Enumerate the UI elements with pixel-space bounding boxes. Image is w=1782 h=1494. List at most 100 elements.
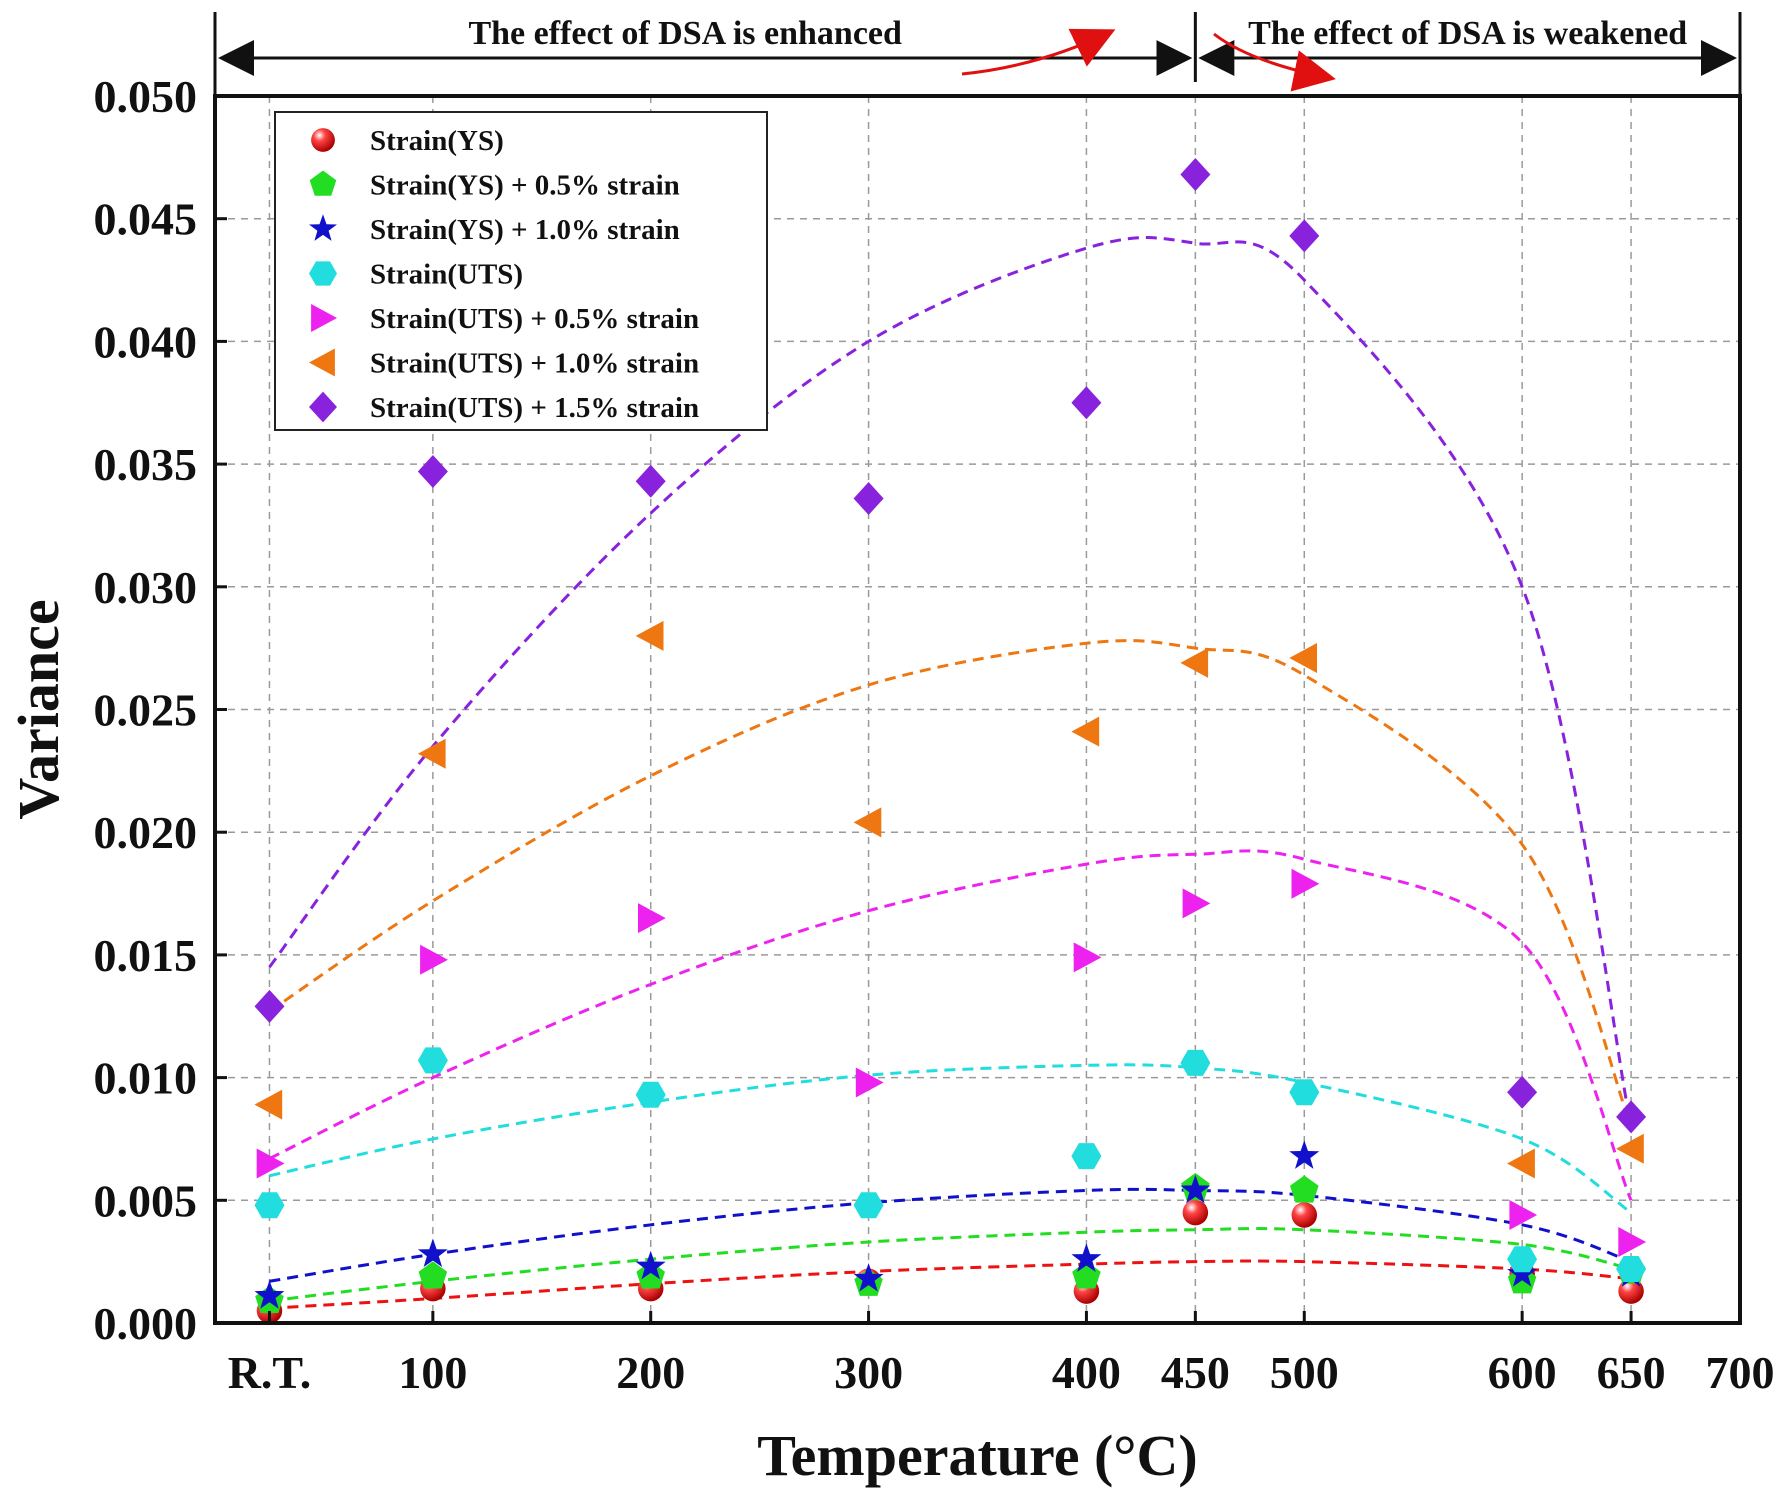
data-point-series-6	[1616, 1133, 1644, 1164]
data-point-series-7	[417, 455, 448, 488]
data-point-series-6	[1507, 1148, 1535, 1179]
data-point-series-5	[420, 944, 448, 975]
y-tick-label: 0.010	[94, 1053, 198, 1104]
data-point-series-7	[1507, 1075, 1538, 1109]
data-point-series-5	[256, 1148, 285, 1179]
data-point-series-3	[1071, 1243, 1102, 1272]
fit-curve-4	[269, 1063, 1632, 1214]
legend-label-1: Strain(YS)	[370, 125, 504, 157]
data-point-series-3	[1507, 1258, 1538, 1287]
legend-label-4: Strain(UTS)	[370, 259, 523, 291]
legend-marker-1	[311, 128, 335, 152]
fit-curve-1	[269, 1259, 1632, 1310]
legend-label-3: Strain(YS) + 1.0% strain	[370, 214, 680, 246]
legend-label-7: Strain(UTS) + 1.5% strain	[370, 392, 699, 424]
legend-marker-2	[309, 170, 337, 196]
fit-curve-2	[269, 1227, 1632, 1303]
grid-layer	[215, 96, 1740, 1323]
data-point-series-6	[635, 620, 664, 651]
data-point-series-2	[636, 1261, 665, 1289]
x-tick-label: 200	[616, 1347, 685, 1398]
data-point-series-4	[1071, 1143, 1102, 1170]
y-tick-label: 0.000	[94, 1298, 198, 1349]
data-point-series-7	[1616, 1100, 1647, 1134]
data-point-series-3	[254, 1280, 285, 1309]
fit-curve-6	[268, 639, 1633, 1128]
data-point-series-6	[853, 807, 882, 838]
data-point-series-7	[853, 482, 884, 515]
y-tick-label: 0.045	[94, 194, 198, 245]
data-point-series-7	[1289, 219, 1320, 253]
banner-enhanced-label: The effect of DSA is enhanced	[468, 15, 902, 52]
y-tick-label: 0.040	[94, 316, 198, 367]
x-tick-label: R.T.	[228, 1347, 312, 1398]
x-tick-label: 300	[834, 1347, 903, 1398]
data-point-series-1	[1291, 1202, 1318, 1228]
legend-marker-7	[309, 391, 337, 423]
data-point-series-6	[1180, 647, 1209, 678]
data-point-series-5	[855, 1067, 884, 1098]
x-tick-label: 450	[1161, 1347, 1230, 1398]
legend-label-2: Strain(YS) + 0.5% strain	[370, 170, 680, 202]
data-point-series-5	[1182, 888, 1211, 919]
data-point-series-5	[1509, 1200, 1538, 1230]
data-point-series-2	[1290, 1175, 1319, 1203]
data-point-series-1	[1182, 1199, 1209, 1226]
y-tick-label: 0.020	[94, 807, 198, 858]
fit-curve-3	[269, 1187, 1632, 1283]
data-point-series-3	[1180, 1174, 1211, 1204]
data-point-series-4	[1180, 1049, 1211, 1076]
data-point-series-1	[1618, 1278, 1644, 1304]
y-tick-label: 0.025	[94, 685, 198, 736]
data-point-series-6	[1289, 643, 1317, 673]
banner-weakened-label: The effect of DSA is weakened	[1248, 15, 1687, 52]
decrease-arrow-icon	[1213, 32, 1336, 92]
y-axis-title: Variance	[6, 599, 71, 819]
x-tick-label: 600	[1488, 1347, 1557, 1398]
legend-marker-5	[311, 304, 337, 332]
y-axis-ticks: 0.000 0.005 0.010 0.015 0.020 0.025 0.030 0.035…	[94, 71, 227, 1349]
data-point-series-3	[417, 1238, 448, 1267]
data-point-series-4	[853, 1192, 884, 1219]
data-point-series-4	[254, 1192, 285, 1219]
data-point-series-5	[638, 903, 666, 934]
data-point-series-4	[1616, 1256, 1647, 1282]
data-point-series-7	[635, 464, 666, 498]
x-tick-label: 650	[1597, 1347, 1666, 1398]
y-tick-label: 0.050	[94, 71, 198, 122]
legend-marker-6	[309, 348, 335, 377]
data-points	[254, 158, 1647, 1324]
data-point-series-4	[1507, 1246, 1538, 1273]
data-point-series-7	[1180, 158, 1211, 191]
legend-label-6: Strain(UTS) + 1.0% strain	[370, 348, 699, 380]
data-point-series-6	[1071, 716, 1100, 747]
legend-label-5: Strain(UTS) + 0.5% strain	[370, 303, 699, 335]
legend-marker-3	[309, 214, 337, 241]
y-tick-label: 0.030	[94, 562, 198, 613]
legend-marker-4	[309, 261, 337, 286]
legend: Strain(YS) Strain(YS) + 0.5% strain Strain…	[274, 111, 768, 431]
x-tick-label: 700	[1706, 1347, 1775, 1398]
data-point-series-5	[1618, 1227, 1647, 1257]
fit-curves	[268, 236, 1633, 1310]
legend-box	[274, 111, 768, 431]
increase-arrow-icon	[961, 28, 1116, 76]
x-axis-ticks: R.T. 100 200 300 400 450 500 600 650 700	[228, 1311, 1775, 1398]
data-point-series-4	[1289, 1079, 1320, 1106]
x-tick-label: 400	[1052, 1347, 1121, 1398]
data-point-series-3	[635, 1250, 666, 1280]
y-tick-label: 0.005	[94, 1175, 198, 1226]
dsa-banner: The effect of DSA is enhanced The effect…	[213, 12, 1742, 96]
data-point-series-7	[1071, 386, 1102, 420]
data-point-series-2	[418, 1261, 448, 1289]
fit-curve-5	[268, 849, 1633, 1201]
data-point-series-3	[853, 1263, 884, 1292]
x-tick-label: 500	[1270, 1347, 1339, 1398]
y-tick-label: 0.035	[94, 439, 198, 490]
data-point-series-7	[254, 989, 285, 1023]
data-point-series-6	[417, 738, 446, 769]
data-point-series-4	[635, 1081, 666, 1108]
x-tick-label: 100	[398, 1347, 467, 1398]
x-axis-title: Temperature (°C)	[757, 1423, 1197, 1488]
